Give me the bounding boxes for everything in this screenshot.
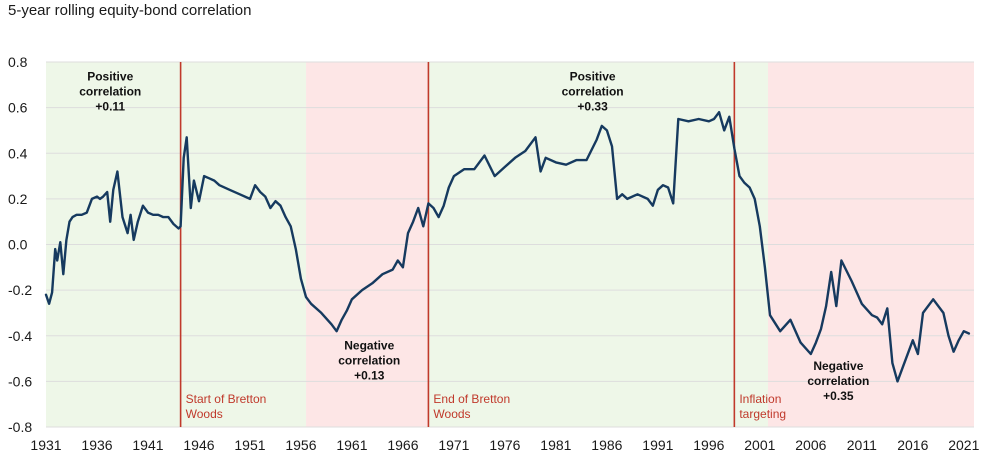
regime-annotation: +0.33	[577, 99, 608, 113]
event-label: End of Bretton	[433, 392, 510, 406]
y-tick-label: -0.6	[8, 373, 32, 389]
x-tick-label: 2016	[897, 437, 928, 453]
regime-annotation: Negative	[344, 338, 394, 352]
x-tick-label: 1961	[336, 437, 367, 453]
x-tick-label: 1986	[591, 437, 622, 453]
event-label: Start of Bretton	[186, 392, 267, 406]
y-tick-label: -0.4	[8, 328, 32, 344]
y-axis: 0.8 0.6 0.4 0.2 0.0 -0.2 -0.4 -0.6 -0.8	[8, 54, 32, 435]
y-tick-label: 0.8	[8, 54, 28, 70]
x-tick-label: 1956	[285, 437, 316, 453]
regime-annotation: +0.35	[823, 389, 854, 403]
regime-annotation: +0.11	[95, 99, 125, 113]
x-tick-label: 1936	[81, 437, 112, 453]
regime-annotation: correlation	[562, 84, 624, 98]
x-tick-label: 1991	[642, 437, 673, 453]
event-label: Inflation	[739, 392, 781, 406]
regime-annotation: correlation	[338, 353, 400, 367]
x-tick-label: 1966	[387, 437, 418, 453]
regime-annotation: Positive	[570, 69, 616, 83]
x-axis: 1931 1936 1941 1946 1951 1956 1961 1966 1971 1976…	[30, 437, 979, 453]
regime-annotation: Negative	[813, 359, 863, 373]
regime-annotation: +0.13	[354, 368, 385, 382]
y-tick-label: 0.6	[8, 100, 28, 116]
x-tick-label: 1946	[183, 437, 214, 453]
y-tick-label: 0.0	[8, 237, 28, 253]
regime-annotation: correlation	[79, 84, 141, 98]
x-tick-label: 2006	[795, 437, 826, 453]
x-tick-label: 2001	[744, 437, 775, 453]
x-tick-label: 2021	[948, 437, 979, 453]
x-tick-label: 1971	[438, 437, 469, 453]
y-tick-label: -0.2	[8, 282, 32, 298]
regime-annotation: Positive	[87, 69, 133, 83]
x-tick-label: 1976	[489, 437, 520, 453]
event-label: Woods	[433, 407, 470, 421]
y-tick-label: 0.2	[8, 191, 28, 207]
series-group	[44, 110, 971, 383]
chart-title: 5-year rolling equity-bond correlation	[8, 2, 252, 19]
event-label: Woods	[186, 407, 223, 421]
y-tick-label: -0.8	[8, 419, 32, 435]
y-tick-label: 0.4	[8, 145, 28, 161]
series-line	[44, 110, 971, 383]
x-tick-label: 1941	[132, 437, 163, 453]
x-tick-label: 1981	[540, 437, 571, 453]
x-tick-label: 2011	[847, 437, 877, 453]
annotations: Positivecorrelation+0.11Negativecorrelat…	[79, 69, 869, 403]
x-tick-label: 1931	[30, 437, 61, 453]
x-tick-label: 1951	[234, 437, 265, 453]
regime-annotation: correlation	[807, 374, 869, 388]
event-label: targeting	[739, 407, 786, 421]
x-tick-label: 1996	[693, 437, 724, 453]
